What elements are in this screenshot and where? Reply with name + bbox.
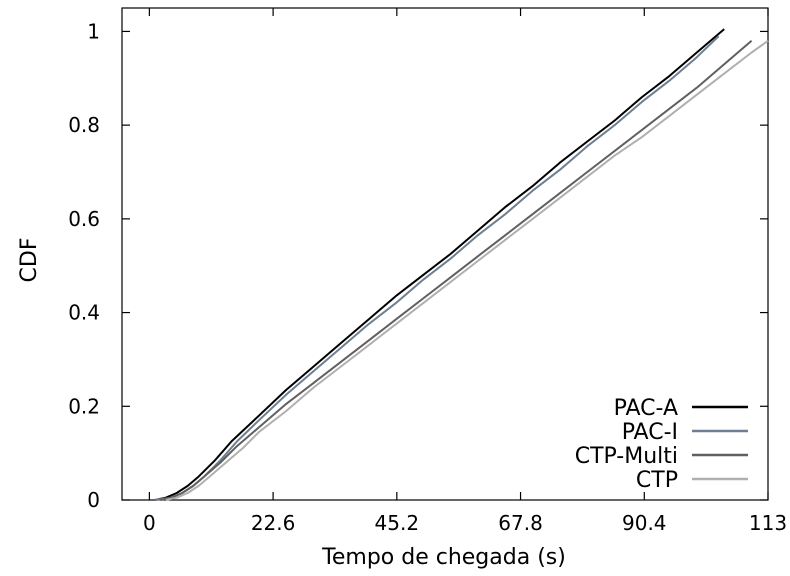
y-tick-label: 0.4 — [68, 301, 100, 325]
y-tick-label: 0.2 — [68, 394, 100, 418]
y-tick-label: 0.8 — [68, 113, 100, 137]
y-axis-label: CDF — [17, 238, 42, 283]
x-axis: 0 22.6 45.2 67.8 90.4 113 — [143, 8, 787, 535]
x-tick-label: 0 — [143, 511, 156, 535]
legend-label-ctp: CTP — [636, 468, 678, 493]
y-tick-label: 0 — [87, 488, 100, 512]
y-tick-label: 0.6 — [68, 207, 100, 231]
series-line-ctp-multi — [160, 40, 753, 501]
series-line-ctp — [165, 39, 769, 501]
x-tick-label: 90.4 — [622, 511, 667, 535]
series-line-pac-a — [154, 28, 725, 501]
legend-label-pac-a: PAC-A — [614, 396, 678, 421]
y-tick-label: 1 — [87, 19, 100, 43]
x-tick-label: 22.6 — [251, 511, 296, 535]
x-tick-label: 113 — [749, 511, 787, 535]
series-layer — [154, 28, 769, 501]
plot-area — [121, 7, 769, 501]
legend-label-ctp-multi: CTP-Multi — [575, 444, 678, 469]
x-axis-label: Tempo de chegada (s) — [321, 545, 566, 570]
legend-label-pac-i: PAC-I — [622, 420, 678, 445]
x-tick-label: 67.8 — [498, 511, 543, 535]
plot-frame — [121, 7, 769, 501]
x-tick-label: 45.2 — [375, 511, 420, 535]
y-axis: 0 0.2 0.4 0.6 0.8 1 — [68, 19, 768, 512]
